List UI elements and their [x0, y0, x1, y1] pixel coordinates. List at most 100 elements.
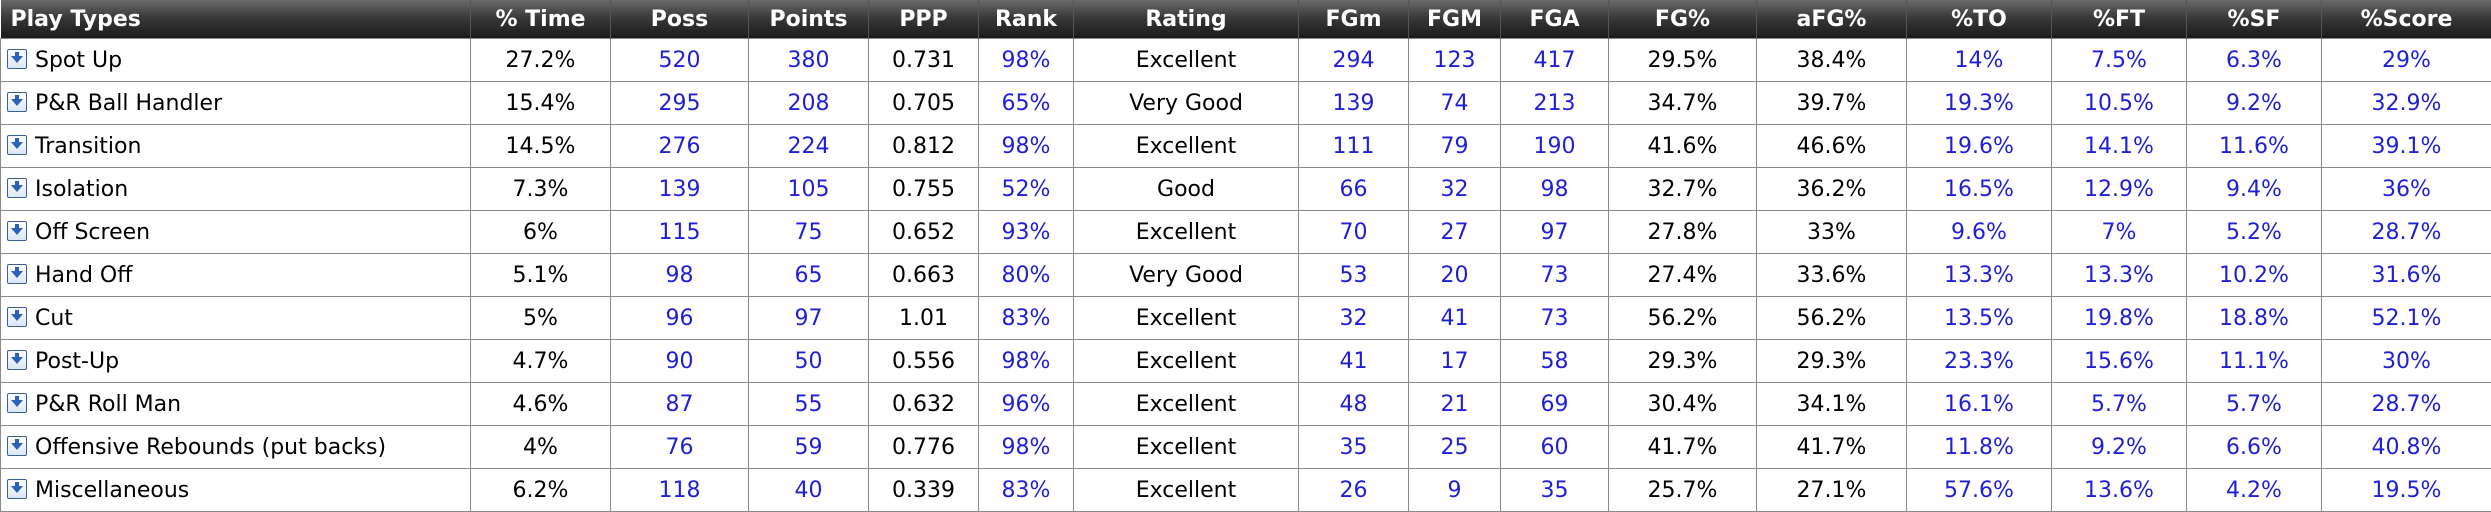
- score-pct-cell[interactable]: 32.9%: [2322, 82, 2491, 125]
- poss-cell[interactable]: 139: [611, 168, 749, 211]
- fga-cell[interactable]: 190: [1501, 125, 1609, 168]
- poss-cell[interactable]: 295: [611, 82, 749, 125]
- expand-arrow-icon[interactable]: [7, 49, 27, 69]
- sf-pct-cell[interactable]: 11.1%: [2187, 340, 2322, 383]
- fgm-made-cell[interactable]: 9: [1409, 469, 1501, 512]
- sf-pct-cell[interactable]: 5.2%: [2187, 211, 2322, 254]
- points-cell[interactable]: 380: [749, 39, 869, 82]
- column-header-fg-pct[interactable]: FG%: [1609, 0, 1757, 39]
- column-header-play[interactable]: Play Types: [1, 0, 471, 39]
- sf-pct-cell[interactable]: 10.2%: [2187, 254, 2322, 297]
- rank-cell[interactable]: 98%: [979, 125, 1074, 168]
- to-pct-cell[interactable]: 14%: [1907, 39, 2052, 82]
- ft-pct-cell[interactable]: 9.2%: [2052, 426, 2187, 469]
- fga-cell[interactable]: 417: [1501, 39, 1609, 82]
- fga-cell[interactable]: 73: [1501, 254, 1609, 297]
- sf-pct-cell[interactable]: 5.7%: [2187, 383, 2322, 426]
- expand-arrow-icon[interactable]: [7, 264, 27, 284]
- fgm-miss-cell[interactable]: 32: [1299, 297, 1409, 340]
- ft-pct-cell[interactable]: 12.9%: [2052, 168, 2187, 211]
- poss-cell[interactable]: 520: [611, 39, 749, 82]
- rank-cell[interactable]: 65%: [979, 82, 1074, 125]
- column-header-fgm-made[interactable]: FGM: [1409, 0, 1501, 39]
- fgm-miss-cell[interactable]: 35: [1299, 426, 1409, 469]
- to-pct-cell[interactable]: 11.8%: [1907, 426, 2052, 469]
- fga-cell[interactable]: 69: [1501, 383, 1609, 426]
- points-cell[interactable]: 105: [749, 168, 869, 211]
- to-pct-cell[interactable]: 13.5%: [1907, 297, 2052, 340]
- rank-cell[interactable]: 80%: [979, 254, 1074, 297]
- sf-pct-cell[interactable]: 9.4%: [2187, 168, 2322, 211]
- expand-arrow-icon[interactable]: [7, 178, 27, 198]
- score-pct-cell[interactable]: 36%: [2322, 168, 2491, 211]
- fga-cell[interactable]: 97: [1501, 211, 1609, 254]
- points-cell[interactable]: 55: [749, 383, 869, 426]
- column-header-rank[interactable]: Rank: [979, 0, 1074, 39]
- expand-arrow-icon[interactable]: [7, 479, 27, 499]
- column-header-afg-pct[interactable]: aFG%: [1757, 0, 1907, 39]
- points-cell[interactable]: 224: [749, 125, 869, 168]
- ft-pct-cell[interactable]: 10.5%: [2052, 82, 2187, 125]
- fgm-made-cell[interactable]: 17: [1409, 340, 1501, 383]
- fgm-made-cell[interactable]: 21: [1409, 383, 1501, 426]
- sf-pct-cell[interactable]: 6.6%: [2187, 426, 2322, 469]
- ft-pct-cell[interactable]: 5.7%: [2052, 383, 2187, 426]
- fgm-made-cell[interactable]: 25: [1409, 426, 1501, 469]
- expand-arrow-icon[interactable]: [7, 135, 27, 155]
- score-pct-cell[interactable]: 39.1%: [2322, 125, 2491, 168]
- column-header-points[interactable]: Points: [749, 0, 869, 39]
- rank-cell[interactable]: 93%: [979, 211, 1074, 254]
- column-header-ft-pct[interactable]: %FT: [2052, 0, 2187, 39]
- expand-arrow-icon[interactable]: [7, 307, 27, 327]
- points-cell[interactable]: 208: [749, 82, 869, 125]
- column-header-time[interactable]: % Time: [471, 0, 611, 39]
- expand-arrow-icon[interactable]: [7, 221, 27, 241]
- fgm-made-cell[interactable]: 79: [1409, 125, 1501, 168]
- ft-pct-cell[interactable]: 13.6%: [2052, 469, 2187, 512]
- column-header-ppp[interactable]: PPP: [869, 0, 979, 39]
- fga-cell[interactable]: 58: [1501, 340, 1609, 383]
- fga-cell[interactable]: 35: [1501, 469, 1609, 512]
- score-pct-cell[interactable]: 29%: [2322, 39, 2491, 82]
- sf-pct-cell[interactable]: 18.8%: [2187, 297, 2322, 340]
- fgm-made-cell[interactable]: 74: [1409, 82, 1501, 125]
- sf-pct-cell[interactable]: 4.2%: [2187, 469, 2322, 512]
- rank-cell[interactable]: 83%: [979, 297, 1074, 340]
- fgm-made-cell[interactable]: 20: [1409, 254, 1501, 297]
- fgm-miss-cell[interactable]: 41: [1299, 340, 1409, 383]
- poss-cell[interactable]: 76: [611, 426, 749, 469]
- expand-arrow-icon[interactable]: [7, 350, 27, 370]
- poss-cell[interactable]: 98: [611, 254, 749, 297]
- rank-cell[interactable]: 83%: [979, 469, 1074, 512]
- ft-pct-cell[interactable]: 19.8%: [2052, 297, 2187, 340]
- fgm-miss-cell[interactable]: 26: [1299, 469, 1409, 512]
- points-cell[interactable]: 50: [749, 340, 869, 383]
- fga-cell[interactable]: 60: [1501, 426, 1609, 469]
- points-cell[interactable]: 75: [749, 211, 869, 254]
- fgm-made-cell[interactable]: 123: [1409, 39, 1501, 82]
- column-header-rating[interactable]: Rating: [1074, 0, 1299, 39]
- fgm-miss-cell[interactable]: 111: [1299, 125, 1409, 168]
- column-header-sf-pct[interactable]: %SF: [2187, 0, 2322, 39]
- points-cell[interactable]: 97: [749, 297, 869, 340]
- column-header-fgm-miss[interactable]: FGm: [1299, 0, 1409, 39]
- to-pct-cell[interactable]: 57.6%: [1907, 469, 2052, 512]
- poss-cell[interactable]: 87: [611, 383, 749, 426]
- fgm-miss-cell[interactable]: 66: [1299, 168, 1409, 211]
- poss-cell[interactable]: 276: [611, 125, 749, 168]
- to-pct-cell[interactable]: 19.6%: [1907, 125, 2052, 168]
- fga-cell[interactable]: 213: [1501, 82, 1609, 125]
- fga-cell[interactable]: 73: [1501, 297, 1609, 340]
- points-cell[interactable]: 65: [749, 254, 869, 297]
- rank-cell[interactable]: 98%: [979, 340, 1074, 383]
- poss-cell[interactable]: 118: [611, 469, 749, 512]
- score-pct-cell[interactable]: 19.5%: [2322, 469, 2491, 512]
- ft-pct-cell[interactable]: 7%: [2052, 211, 2187, 254]
- points-cell[interactable]: 59: [749, 426, 869, 469]
- poss-cell[interactable]: 115: [611, 211, 749, 254]
- column-header-score-pct[interactable]: %Score: [2322, 0, 2491, 39]
- score-pct-cell[interactable]: 40.8%: [2322, 426, 2491, 469]
- ft-pct-cell[interactable]: 15.6%: [2052, 340, 2187, 383]
- to-pct-cell[interactable]: 23.3%: [1907, 340, 2052, 383]
- fgm-made-cell[interactable]: 32: [1409, 168, 1501, 211]
